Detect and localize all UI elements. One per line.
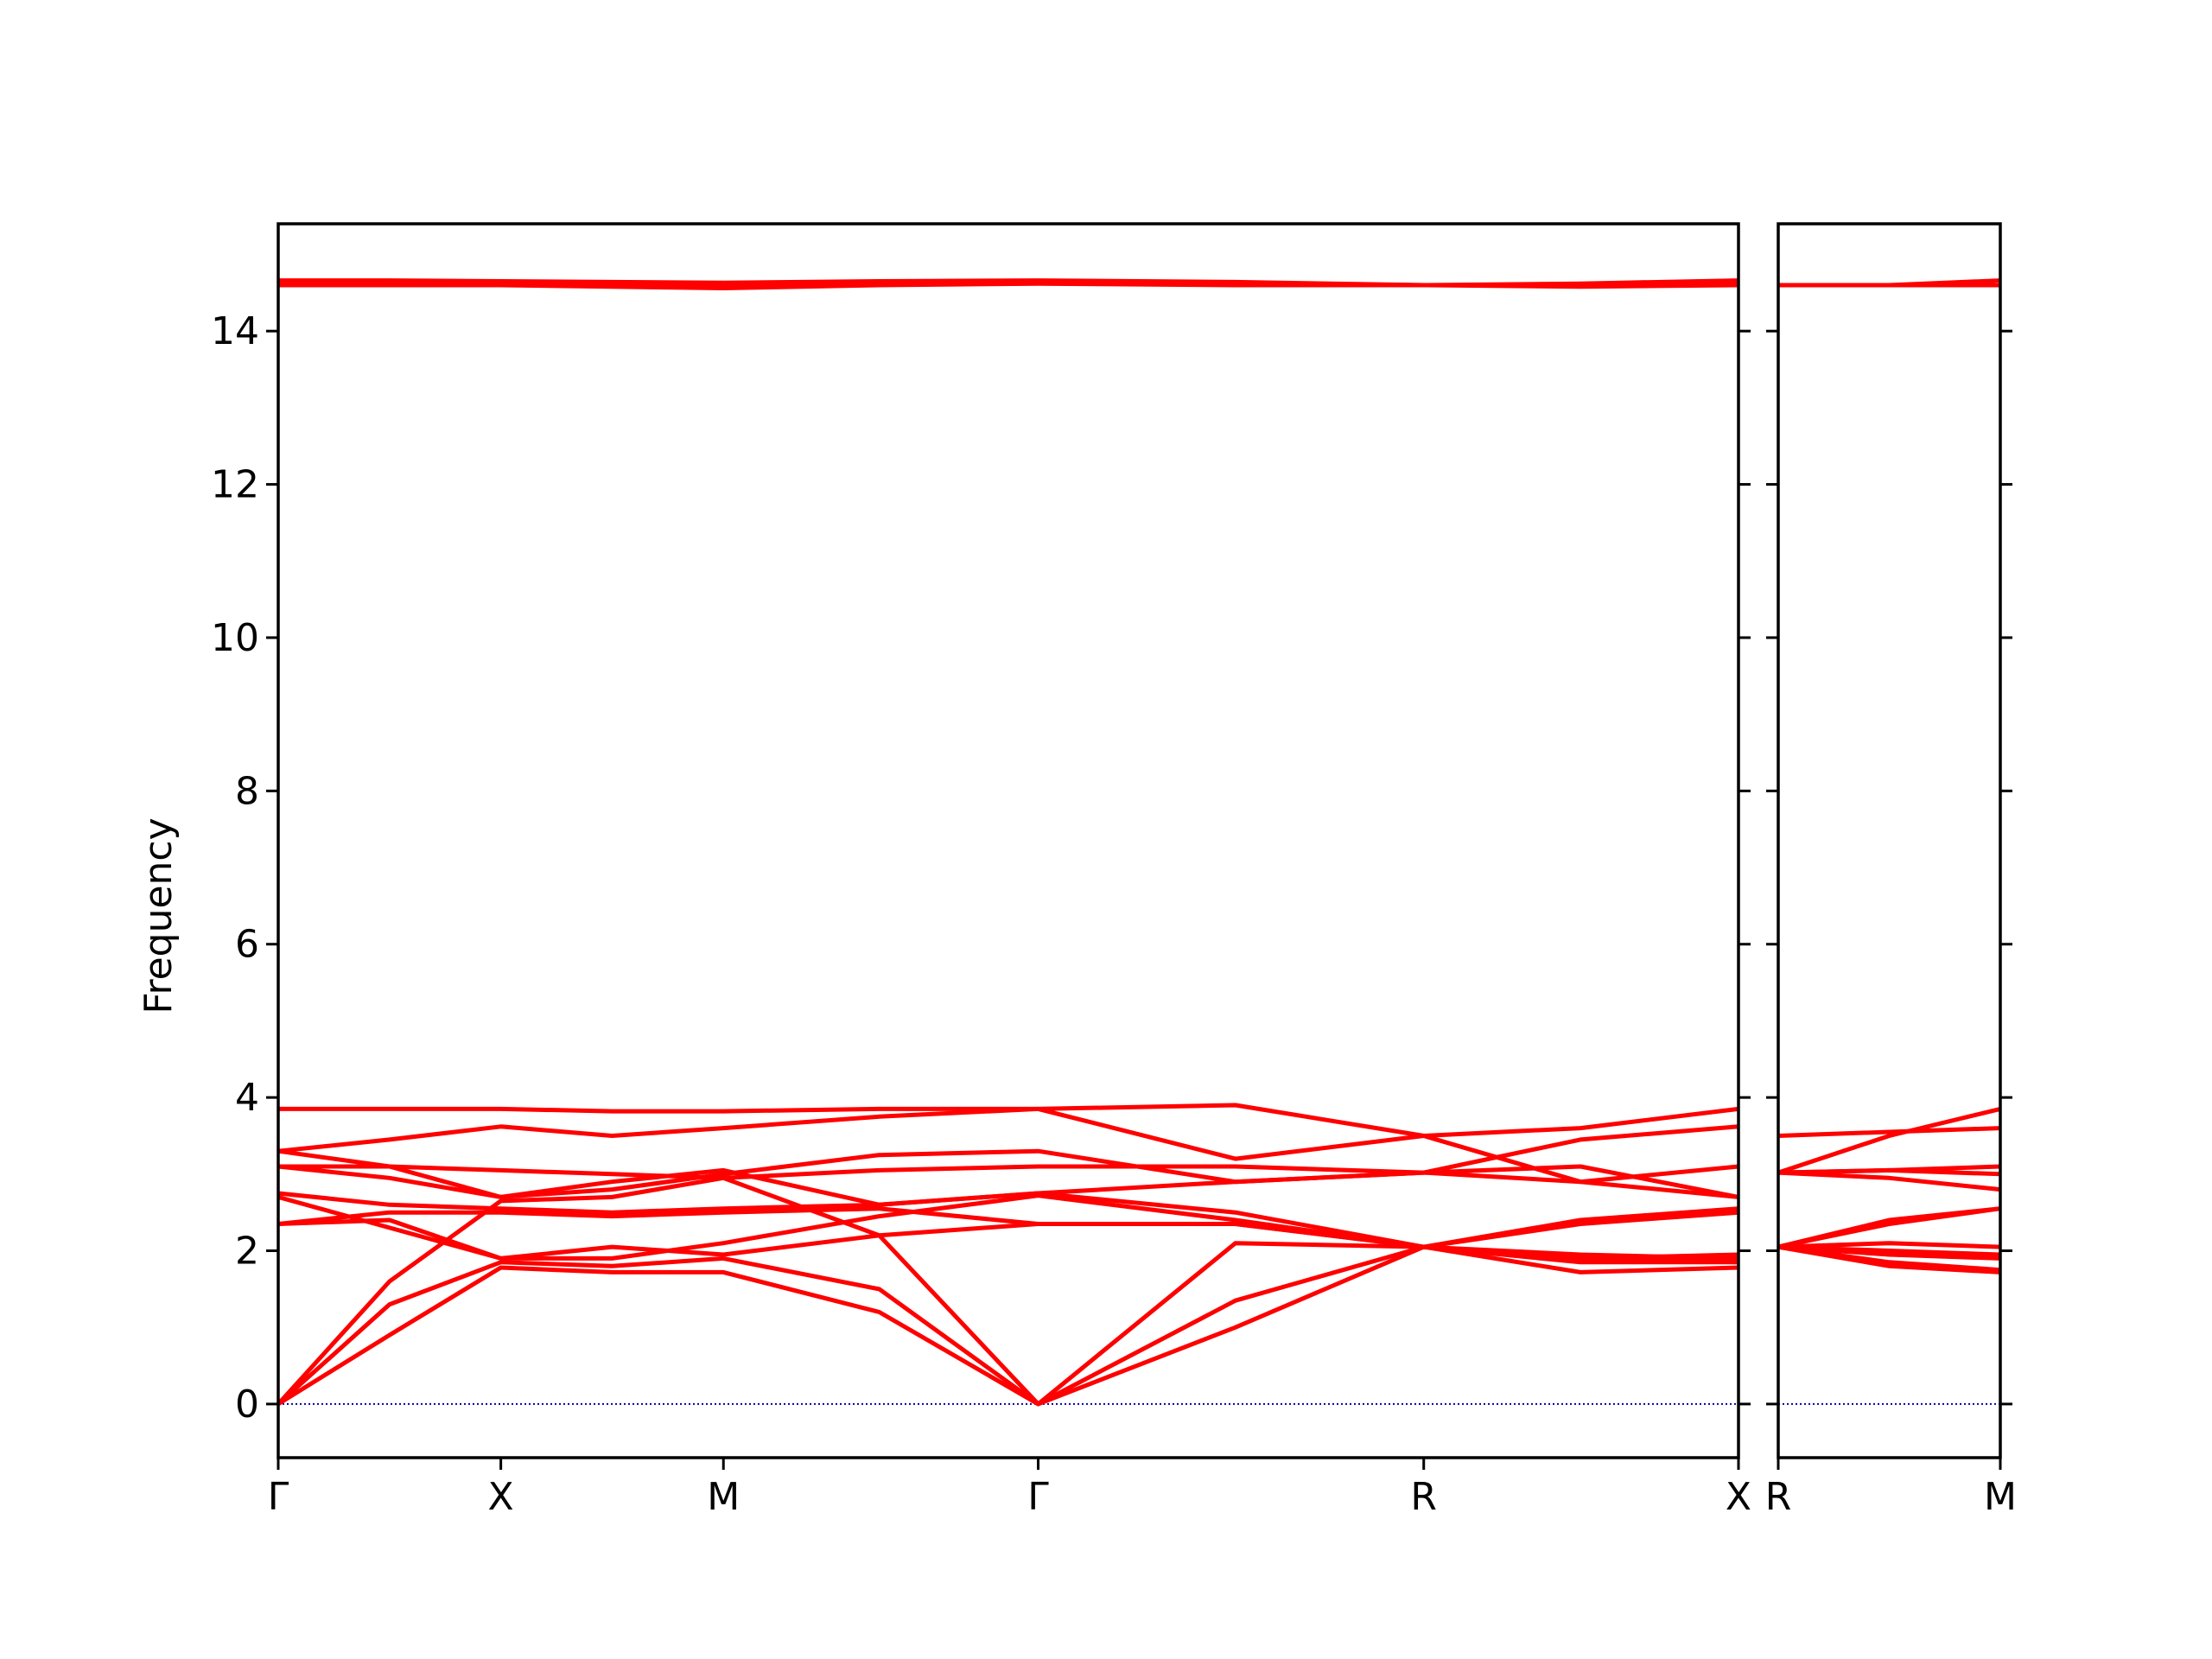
y-tick-label: 14 — [211, 309, 259, 353]
y-tick-label: 2 — [235, 1230, 259, 1274]
band-line — [277, 1124, 1739, 1199]
band-line — [1777, 1206, 2001, 1249]
y-tick-label: 10 — [211, 616, 259, 660]
axes-frame — [1777, 222, 2002, 1459]
x-tick-label: Γ — [268, 1475, 289, 1519]
band-line — [1777, 1164, 2001, 1175]
axes-frame — [276, 222, 1740, 1459]
y-tick-label: 8 — [235, 769, 259, 813]
band-line — [276, 1244, 1739, 1407]
y-axis-label: Frequency — [137, 817, 181, 1014]
band-line — [1777, 1244, 2001, 1273]
y-tick-label: 12 — [211, 463, 259, 507]
x-tick-label: X — [488, 1475, 514, 1519]
x-tick-label: R — [1765, 1475, 1792, 1519]
band-line — [1777, 1241, 2001, 1249]
band-line — [277, 1103, 1739, 1154]
band-line — [1777, 1170, 2001, 1192]
band-line — [1777, 1106, 2001, 1175]
band-line — [277, 1164, 1739, 1207]
band-line — [1777, 1126, 2001, 1138]
band-line — [277, 1206, 1739, 1249]
band-line — [1777, 1244, 2001, 1257]
y-tick-label: 0 — [235, 1382, 259, 1427]
x-tick-label: Γ — [1027, 1475, 1049, 1519]
y-tick-label: 6 — [235, 923, 259, 967]
x-tick-label: R — [1410, 1475, 1437, 1519]
y-tick-label: 4 — [235, 1076, 259, 1120]
band-line — [278, 1106, 1739, 1199]
x-tick-label: X — [1726, 1475, 1751, 1519]
x-tick-label: M — [707, 1475, 740, 1519]
band-line — [278, 1164, 1739, 1185]
x-tick-label: M — [1984, 1475, 2017, 1519]
band-line — [278, 281, 1739, 290]
